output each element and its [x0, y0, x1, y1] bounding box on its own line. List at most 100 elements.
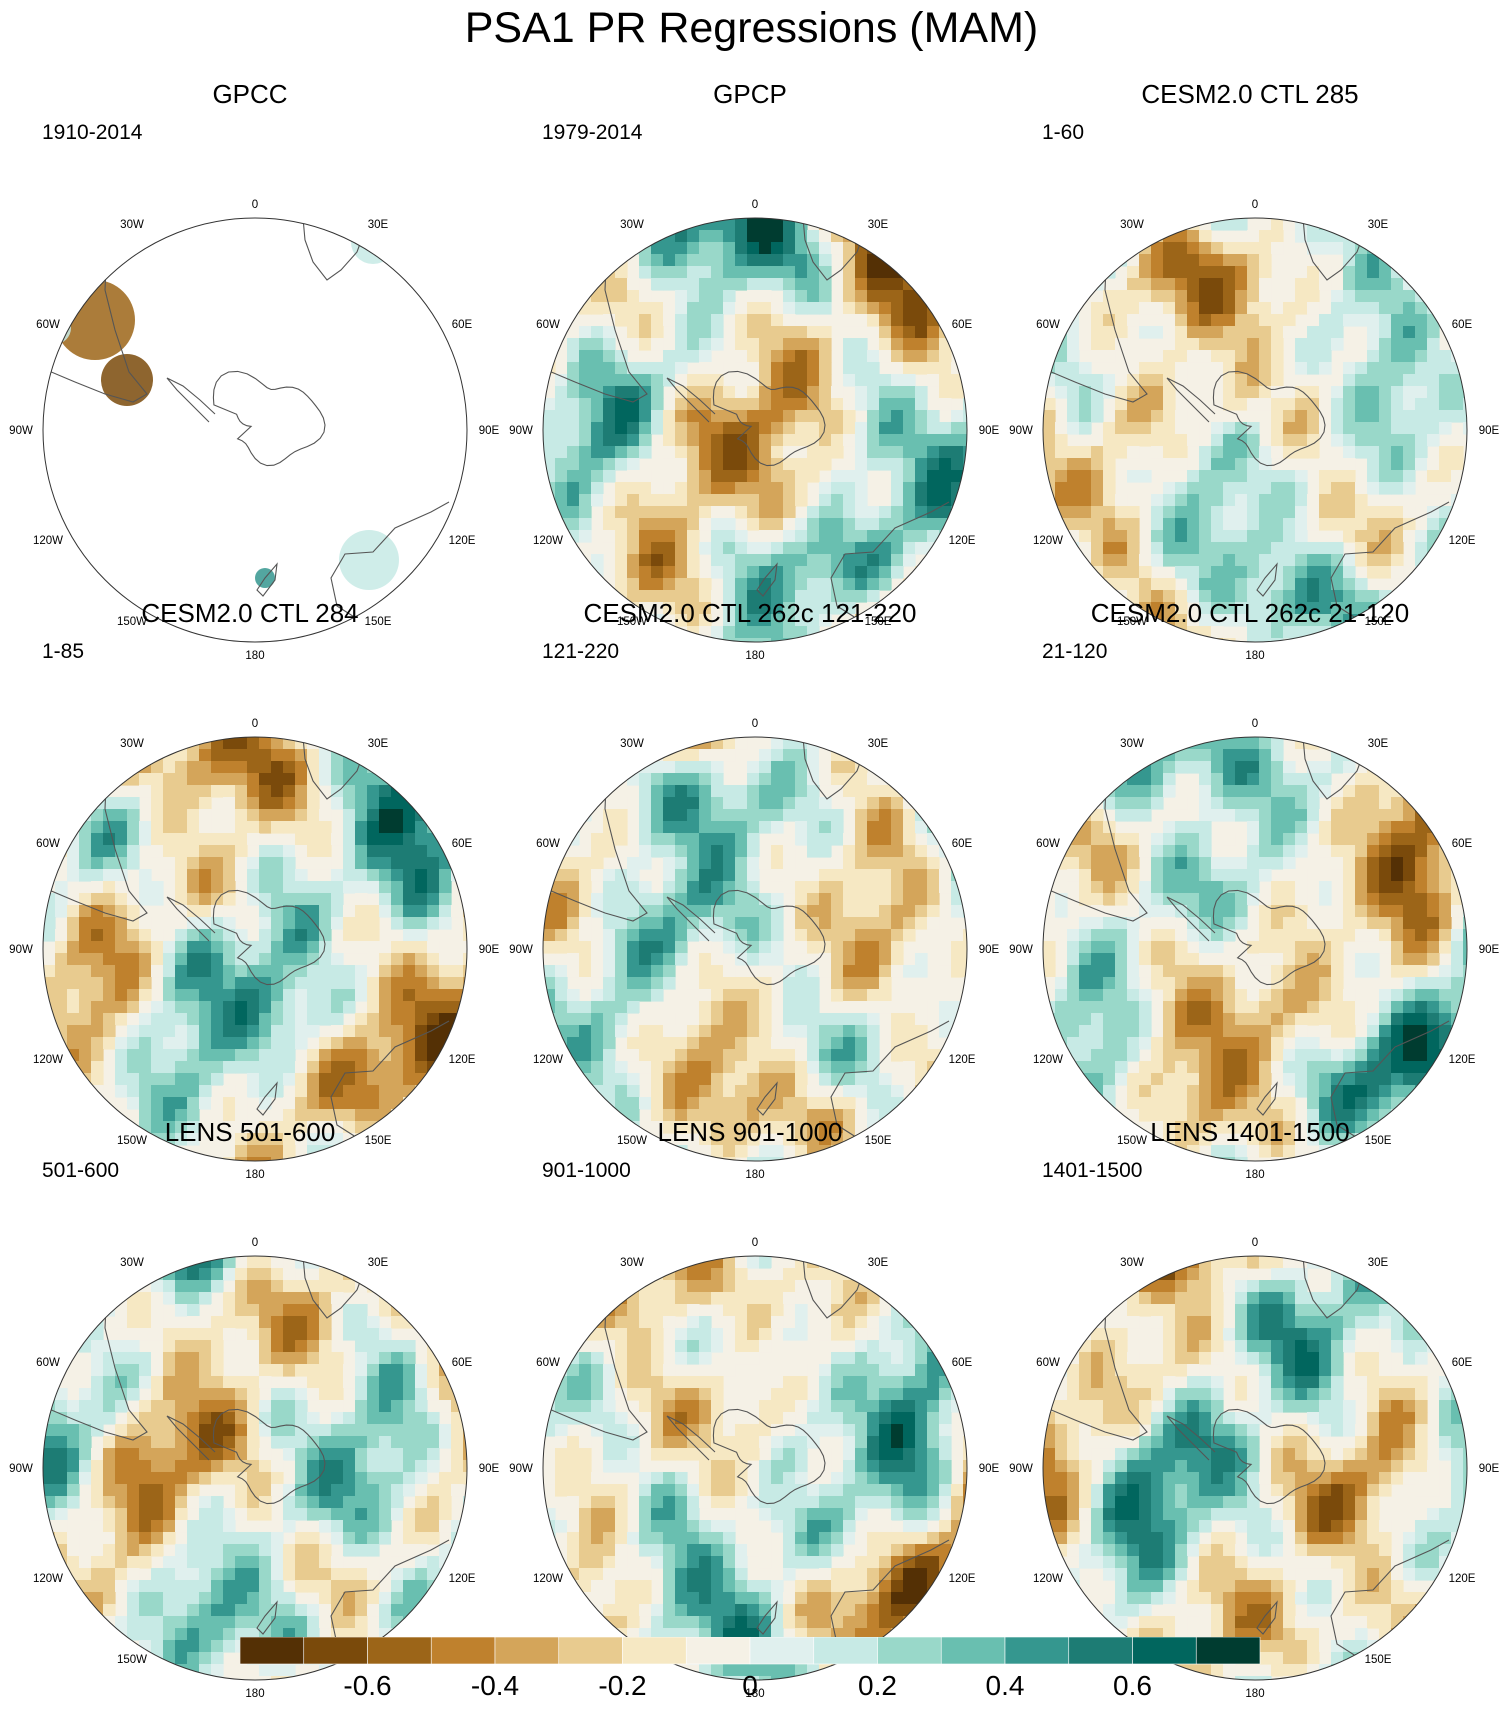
- longitude-label: 30E: [868, 219, 889, 231]
- colorbar-swatch: [431, 1637, 495, 1664]
- longitude-label: 90E: [1479, 944, 1500, 956]
- colorbar-swatch: [495, 1637, 559, 1664]
- longitude-label: 120E: [949, 1573, 976, 1585]
- longitude-label: 90W: [9, 944, 33, 956]
- colorbar-swatch: [1069, 1637, 1133, 1664]
- colorbar-tick-label: 0.2: [858, 1670, 897, 1701]
- longitude-label: 90E: [979, 944, 1000, 956]
- longitude-label: 30W: [620, 1257, 644, 1269]
- colorbar-swatch: [750, 1637, 814, 1664]
- longitude-label: 60E: [452, 1357, 473, 1369]
- longitude-label: 60E: [452, 319, 473, 331]
- longitude-label: 30E: [368, 1257, 389, 1269]
- longitude-label: 120W: [1033, 1573, 1063, 1585]
- longitude-label: 0: [252, 718, 258, 730]
- colorbar-swatch: [686, 1637, 750, 1664]
- panel-period: 1979-2014: [542, 120, 642, 146]
- longitude-label: 60E: [1452, 838, 1473, 850]
- longitude-label: 90E: [479, 425, 500, 437]
- longitude-label: 30E: [1368, 1257, 1389, 1269]
- longitude-label: 0: [752, 1237, 758, 1249]
- longitude-label: 60E: [1452, 1357, 1473, 1369]
- longitude-label: 60E: [452, 838, 473, 850]
- longitude-label: 90W: [509, 1463, 533, 1475]
- longitude-label: 0: [252, 199, 258, 211]
- longitude-label: 30W: [120, 738, 144, 750]
- longitude-label: 90W: [509, 944, 533, 956]
- longitude-label: 0: [1252, 199, 1258, 211]
- panel-period: 1-60: [1042, 120, 1084, 146]
- longitude-label: 0: [752, 718, 758, 730]
- panel-title: CESM2.0 CTL 284: [0, 597, 500, 629]
- longitude-label: 150W: [117, 1654, 147, 1666]
- longitude-label: 120W: [533, 1573, 563, 1585]
- longitude-label: 60W: [36, 1357, 60, 1369]
- panel-period: 1-85: [42, 639, 84, 665]
- longitude-label: 30W: [120, 219, 144, 231]
- longitude-label: 30E: [1368, 738, 1389, 750]
- map-background: [43, 218, 467, 642]
- longitude-label: 30E: [368, 219, 389, 231]
- colorbar-swatch: [368, 1637, 432, 1664]
- longitude-label: 30W: [1120, 219, 1144, 231]
- panel-period: 501-600: [42, 1158, 119, 1184]
- map-panel: 018030W30E60W60E90W90E120W120E150W150ELE…: [1000, 1116, 1500, 1631]
- longitude-label: 90E: [979, 1463, 1000, 1475]
- longitude-label: 120E: [1449, 535, 1476, 547]
- longitude-label: 90W: [1009, 944, 1033, 956]
- longitude-label: 60W: [36, 319, 60, 331]
- longitude-label: 120E: [949, 535, 976, 547]
- longitude-label: 120E: [449, 1054, 476, 1066]
- panel-title: LENS 901-1000: [500, 1116, 1000, 1148]
- longitude-label: 120W: [33, 1054, 63, 1066]
- longitude-label: 60W: [1036, 838, 1060, 850]
- longitude-label: 90W: [1009, 425, 1033, 437]
- longitude-label: 120E: [449, 535, 476, 547]
- colorbar-swatch: [240, 1637, 304, 1664]
- panel-period: 1401-1500: [1042, 1158, 1142, 1184]
- map-panel: 018030W30E60W60E90W90E120W120E150W150ELE…: [0, 1116, 500, 1631]
- figure-title: PSA1 PR Regressions (MAM): [0, 2, 1503, 54]
- longitude-label: 30E: [368, 738, 389, 750]
- longitude-label: 90W: [509, 425, 533, 437]
- longitude-label: 60W: [536, 1357, 560, 1369]
- longitude-label: 120W: [1033, 535, 1063, 547]
- colorbar-swatch: [878, 1637, 942, 1664]
- longitude-label: 90E: [479, 944, 500, 956]
- longitude-label: 120W: [1033, 1054, 1063, 1066]
- longitude-label: 120W: [33, 535, 63, 547]
- panel-period: 21-120: [1042, 639, 1107, 665]
- longitude-label: 120E: [949, 1054, 976, 1066]
- longitude-label: 30W: [620, 738, 644, 750]
- longitude-label: 60W: [536, 838, 560, 850]
- longitude-label: 30W: [120, 1257, 144, 1269]
- colorbar-swatch: [1133, 1637, 1197, 1664]
- panel-period: 1910-2014: [42, 120, 142, 146]
- longitude-label: 120E: [449, 1573, 476, 1585]
- longitude-label: 120W: [533, 1054, 563, 1066]
- colorbar-swatch: [814, 1637, 878, 1664]
- colorbar-swatch: [941, 1637, 1005, 1664]
- longitude-label: 60W: [1036, 319, 1060, 331]
- longitude-label: 30W: [1120, 738, 1144, 750]
- colorbar-swatch: [304, 1637, 368, 1664]
- panel-period: 121-220: [542, 639, 619, 665]
- colorbar-tick-label: 0.4: [986, 1670, 1025, 1701]
- longitude-label: 150E: [1365, 1654, 1392, 1666]
- longitude-label: 60W: [536, 319, 560, 331]
- longitude-label: 60W: [36, 838, 60, 850]
- panel-title: LENS 1401-1500: [1000, 1116, 1500, 1148]
- panel-title: GPCC: [0, 78, 500, 110]
- longitude-label: 90W: [9, 425, 33, 437]
- panel-title: CESM2.0 CTL 262c 121-220: [500, 597, 1000, 629]
- longitude-label: 60E: [952, 319, 973, 331]
